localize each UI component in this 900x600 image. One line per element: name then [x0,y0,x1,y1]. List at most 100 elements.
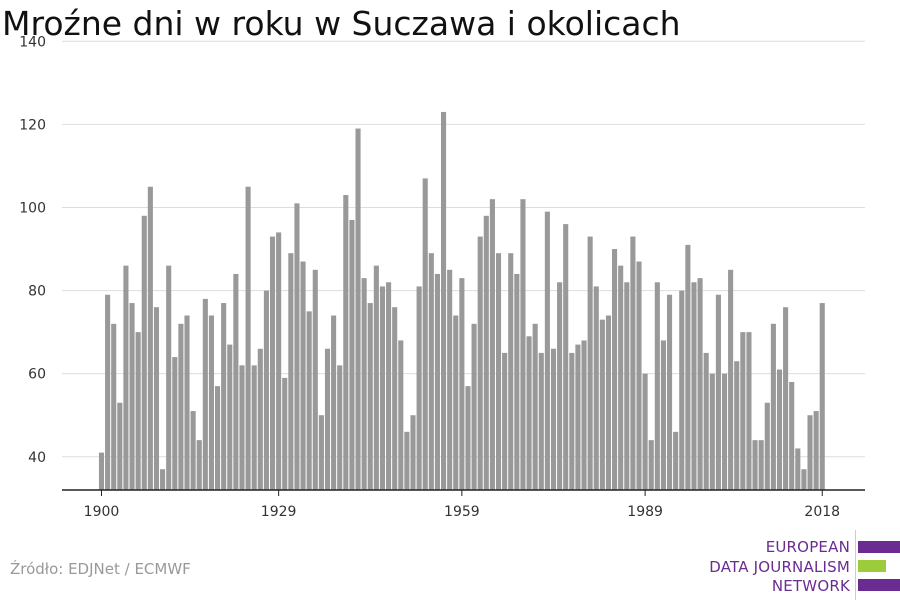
grid-lines: 40 60 80 100 120 140 [19,34,865,466]
bar-1990 [648,440,654,490]
bar-1989 [642,373,648,490]
bar-1918 [208,315,214,490]
bar-1938 [331,315,337,490]
bar-1994 [673,431,679,490]
bar-1984 [612,249,618,490]
bar-1913 [178,323,184,490]
bar-1932 [294,203,300,490]
bar-2001 [715,294,721,490]
bar-1914 [184,315,190,490]
bar-1947 [386,282,392,490]
bar-1906 [135,332,141,490]
bar-1999 [703,352,709,490]
bar-1943 [361,278,367,490]
bar-1942 [355,128,361,491]
bar-1991 [654,282,660,490]
bar-2012 [783,307,789,490]
bar-1933 [300,261,306,490]
bar-1955 [434,273,440,490]
bar-2016 [807,415,813,490]
edjnet-logo: EUROPEAN DATA JOURNALISM NETWORK [700,530,900,600]
bar-1912 [172,357,178,490]
bar-1998 [697,278,703,490]
bar-1963 [483,215,489,491]
bar-1958 [453,315,459,490]
bar-1961 [471,323,477,490]
bar-1928 [269,236,276,490]
bar-2006 [746,332,752,490]
bar-1936 [318,415,324,490]
logo-bar-middle [858,560,886,572]
bar-1988 [636,261,642,490]
logo-bar-top [858,541,900,553]
bar-1948 [392,307,398,490]
bar-1975 [557,282,563,490]
logo-line-data-journalism: DATA JOURNALISM [709,558,850,576]
bar-2007 [752,440,758,490]
bar-2000 [709,373,715,490]
bar-1971 [532,323,538,490]
bar-2004 [734,361,740,490]
bar-1997 [691,282,697,490]
bar-1981 [593,286,599,490]
bar-1905 [129,303,135,490]
bar-1992 [660,340,666,490]
bar-1937 [324,348,331,490]
bar-1966 [502,352,508,490]
bar-1964 [489,199,495,490]
bar-1986 [624,282,630,490]
bar-2013 [789,381,795,490]
bar-1945 [373,265,379,490]
bar-1953 [422,178,428,490]
bar-1993 [666,294,673,490]
bar-1972 [538,352,544,490]
chart-title: Mroźne dni w roku w Suczawa i okolicach [2,4,681,43]
bar-1946 [379,286,386,490]
bar-1930 [282,377,288,490]
bar-1919 [215,386,221,490]
bar-2009 [764,402,770,490]
x-axis: 1900 1929 1959 1989 2018 [62,489,865,520]
bar-1935 [312,269,318,490]
bar-1915 [190,411,196,490]
bar-1954 [428,253,434,490]
bar-2002 [721,373,728,490]
bar-2010 [770,323,776,490]
bar-2014 [795,448,801,490]
bar-2015 [801,469,807,490]
bar-1996 [685,244,691,490]
bar-1959 [459,278,465,490]
bar-1973 [544,211,550,490]
bar-1916 [196,440,202,490]
bar-1951 [410,415,416,490]
bar-1960 [465,386,471,490]
bar-1923 [239,365,245,490]
bar-1927 [263,290,269,490]
source-note: Źródło: EDJNet / ECMWF [10,560,191,578]
bar-1952 [416,286,422,490]
bar-1917 [202,298,208,490]
bar-2018 [819,303,825,490]
y-tick-label: 120 [19,117,46,133]
bar-1911 [166,265,172,490]
bar-2017 [813,411,819,490]
bar-2011 [776,369,783,490]
bar-1987 [630,236,636,490]
logo-line-network: NETWORK [771,577,850,595]
bar-1926 [257,348,263,490]
x-tick-label: 1900 [84,504,120,520]
y-tick-label: 40 [28,450,46,466]
logo-line-european: EUROPEAN [765,538,850,556]
bar-1900 [98,452,105,490]
bar-1949 [398,340,404,490]
bar-1941 [349,219,355,490]
logo-bar-bottom [858,579,900,591]
bar-2005 [740,332,746,490]
bar-1978 [575,344,581,490]
bar-1925 [251,365,257,490]
bar-1962 [477,236,483,490]
bar-1931 [288,253,294,490]
bar-1901 [105,294,111,490]
bar-1956 [441,111,447,490]
